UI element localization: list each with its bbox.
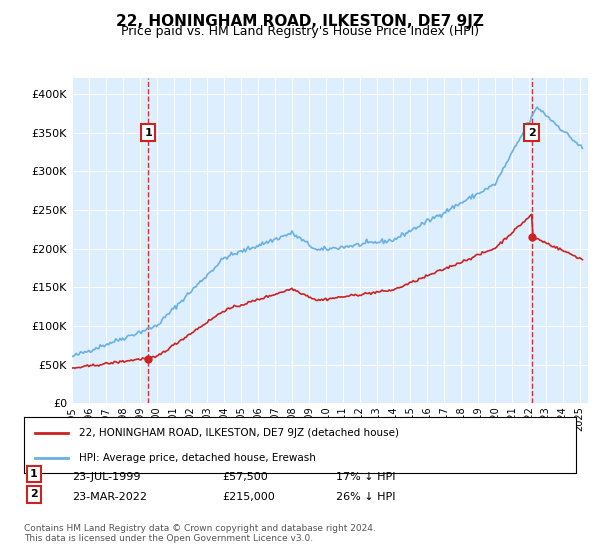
Text: 2: 2 — [528, 128, 535, 138]
Text: 26% ↓ HPI: 26% ↓ HPI — [336, 492, 395, 502]
Text: 2: 2 — [30, 489, 38, 500]
Text: 1: 1 — [144, 128, 152, 138]
Text: 22, HONINGHAM ROAD, ILKESTON, DE7 9JZ (detached house): 22, HONINGHAM ROAD, ILKESTON, DE7 9JZ (d… — [79, 428, 399, 438]
Text: HPI: Average price, detached house, Erewash: HPI: Average price, detached house, Erew… — [79, 452, 316, 463]
Text: Contains HM Land Registry data © Crown copyright and database right 2024.
This d: Contains HM Land Registry data © Crown c… — [24, 524, 376, 543]
Text: 23-JUL-1999: 23-JUL-1999 — [72, 472, 140, 482]
Text: 22, HONINGHAM ROAD, ILKESTON, DE7 9JZ: 22, HONINGHAM ROAD, ILKESTON, DE7 9JZ — [116, 14, 484, 29]
Text: Price paid vs. HM Land Registry's House Price Index (HPI): Price paid vs. HM Land Registry's House … — [121, 25, 479, 38]
Text: 1: 1 — [30, 469, 38, 479]
Text: £57,500: £57,500 — [222, 472, 268, 482]
Text: £215,000: £215,000 — [222, 492, 275, 502]
Text: 17% ↓ HPI: 17% ↓ HPI — [336, 472, 395, 482]
Text: 23-MAR-2022: 23-MAR-2022 — [72, 492, 147, 502]
